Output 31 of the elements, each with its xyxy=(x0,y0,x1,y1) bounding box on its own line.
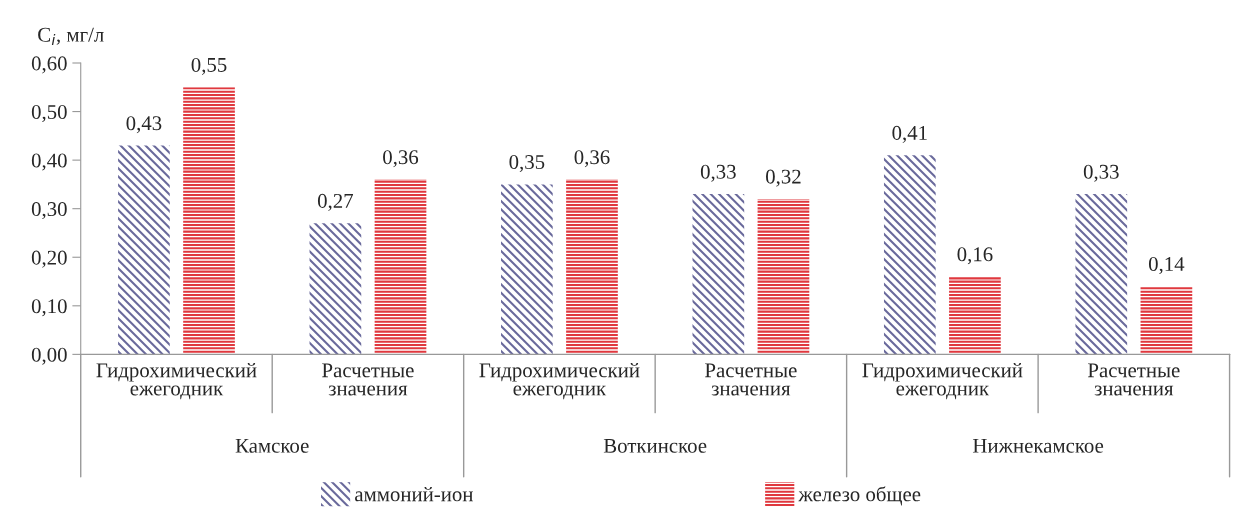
text: Нижнекамское xyxy=(972,438,1104,453)
legend-label: железо общее xyxy=(798,486,921,506)
y-axis-title: C$_{i}$, мг/л xyxy=(38,27,104,46)
y-tick-label: 0,60 xyxy=(31,56,67,74)
data-label: 0,36 xyxy=(574,150,610,168)
y-tick-label: 0,20 xyxy=(31,250,67,268)
data-label: 0,32 xyxy=(766,169,801,187)
data-label: 0,55 xyxy=(191,57,227,75)
data-label: 0,36 xyxy=(383,150,419,168)
data-label: 0,35 xyxy=(509,155,545,173)
data-label: 0,27 xyxy=(317,193,354,211)
legend-label: аммоний-ион xyxy=(355,486,473,502)
x-tick-label: Гидрохимический ежегодник xyxy=(96,362,257,400)
x-tick-label: Расчетные значения xyxy=(322,363,414,396)
x-tick-label: Гидрохимический ежегодник xyxy=(479,362,640,400)
data-label: 0,14 xyxy=(1148,256,1185,275)
y-tick-label: 0,40 xyxy=(31,153,67,171)
x-tick-label: Расчетные значения xyxy=(1088,363,1180,396)
data-label: 0,41 xyxy=(892,125,927,143)
y-tick-label: 0,10 xyxy=(31,299,67,317)
y-tick-label: 0,30 xyxy=(31,202,67,220)
x-tick-label: Расчетные значения xyxy=(705,363,797,396)
x-tick-label: Гидрохимический ежегодник xyxy=(862,362,1023,400)
y-tick-label: 0,50 xyxy=(31,104,67,122)
y-tick-label: 0,00 xyxy=(31,347,67,365)
data-label: 0,43 xyxy=(126,116,162,134)
text: Камское xyxy=(235,438,309,453)
text: Воткинское xyxy=(603,438,707,453)
data-label: 0,16 xyxy=(957,247,993,265)
data-label: 0,33 xyxy=(700,164,736,182)
data-label: 0,33 xyxy=(1083,164,1119,182)
